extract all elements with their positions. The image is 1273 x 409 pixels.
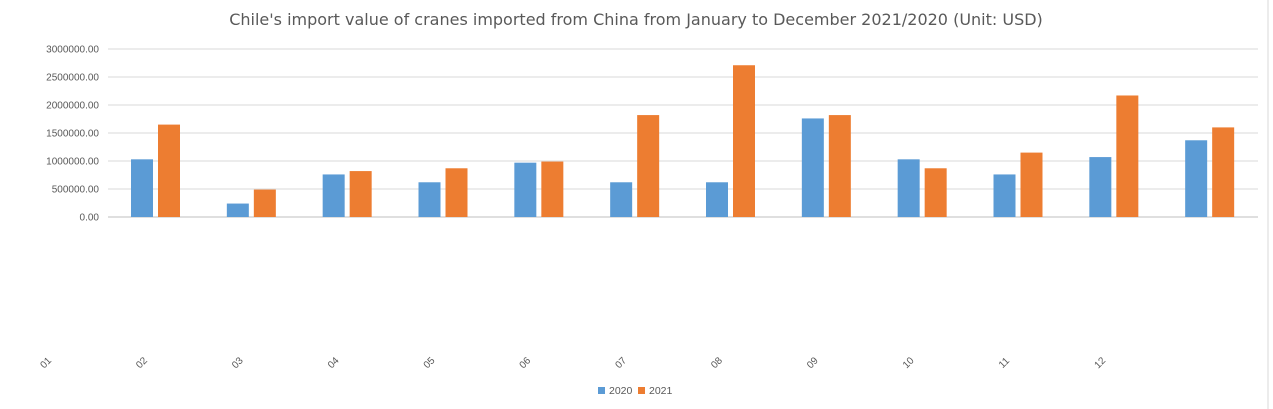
legend-swatch-2020 [598,387,605,394]
bar-2020-10 [993,174,1016,217]
bar-2021-11 [1116,95,1139,217]
bar-2020-07 [706,182,728,217]
bar-2020-08 [801,118,824,217]
y-tick-label: 0.00 [80,213,100,224]
bar-2021-03 [349,171,372,217]
bar-2021-05 [541,161,564,217]
bar-2020-03 [322,174,345,217]
bar-2021-09 [924,168,947,217]
y-tick-label: 1000000.00 [46,157,99,168]
chart-title: Chile's import value of cranes imported … [229,10,1043,29]
legend-swatch-2021 [638,387,645,394]
legend-label-2021: 2021 [649,385,673,397]
bar-2020-02 [226,203,249,217]
legend-label-2020: 2020 [609,385,633,397]
legend: 2020 2021 [598,385,673,397]
bar-2020-11 [1089,157,1112,217]
bar-2021-10 [1020,152,1043,217]
bar-2021-02 [253,189,276,217]
bar-2020-05 [514,162,537,217]
y-tick-label: 2500000.00 [46,73,99,84]
bar-2020-06 [610,182,633,217]
bar-2020-01 [131,159,153,217]
y-tick-label: 500000.00 [52,185,100,196]
bar-2021-08 [828,115,851,217]
bar-2021-04 [445,168,468,217]
bar-2020-12 [1185,140,1208,217]
y-tick-label: 3000000.00 [46,45,99,56]
bar-2021-06 [637,115,660,217]
bars [131,65,1235,218]
bar-2020-09 [897,159,920,217]
bar-2020-04 [418,182,441,217]
bar-2021-07 [733,65,755,218]
y-tick-label: 2000000.00 [46,101,99,112]
y-tick-label: 1500000.00 [46,129,99,140]
gridlines [108,48,1258,218]
bar-2021-01 [158,124,180,217]
bar-2021-12 [1212,127,1235,217]
y-axis-tick-labels: 0.00 500000.00 1000000.00 1500000.00 2000000… [46,45,99,224]
